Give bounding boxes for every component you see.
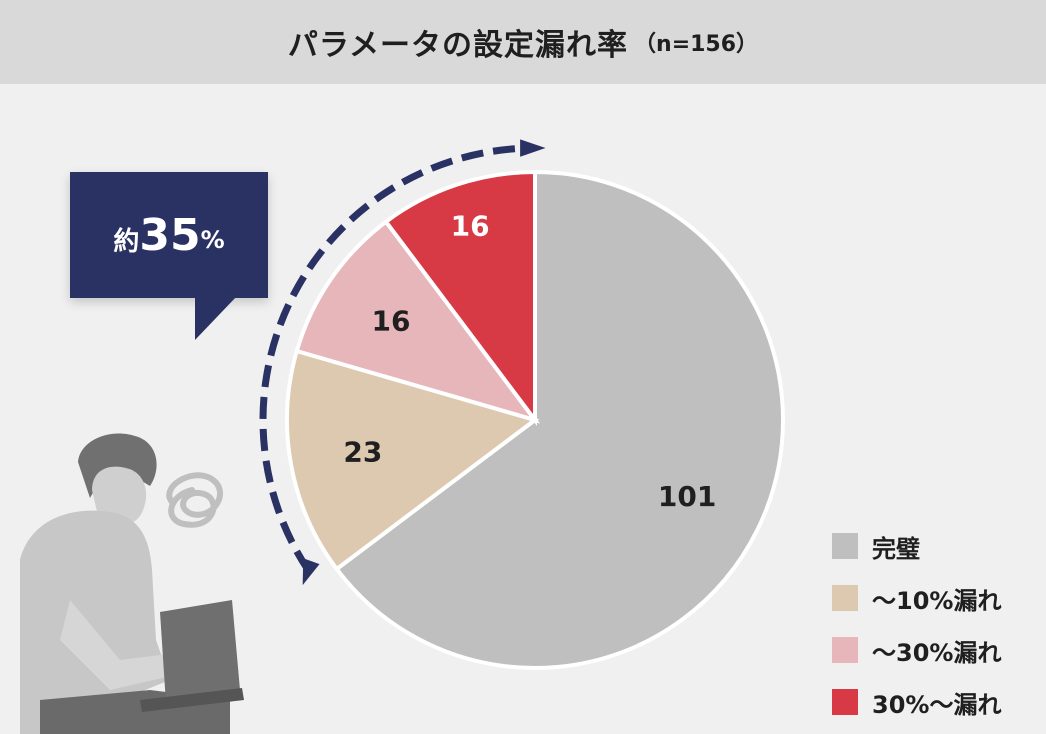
legend-swatch (832, 689, 858, 715)
callout-value: 35 (139, 209, 201, 261)
pie-slices (285, 169, 785, 670)
legend-label: 完璧 (872, 534, 920, 563)
callout-pointer (195, 296, 237, 340)
pie-data-labels: 101 23 16 16 (343, 210, 716, 513)
legend-swatch (832, 637, 858, 663)
chart-legend: 完璧 ～10%漏れ ～30%漏れ 30%～漏れ (832, 520, 1032, 728)
legend-label: 30%～漏れ (872, 690, 1002, 719)
callout-prefix: 約 (113, 226, 140, 257)
legend-item: 30%～漏れ (832, 676, 1032, 728)
pie-slice (383, 169, 537, 426)
pie-slice (294, 218, 541, 424)
arrowhead-icon (302, 558, 320, 586)
callout-unit: % (200, 226, 225, 254)
pie-data-label: 16 (371, 305, 410, 338)
legend-swatch (832, 533, 858, 559)
pie-data-label: 23 (343, 436, 382, 469)
sample-size-label: （n=156） (634, 32, 759, 57)
legend-swatch (832, 585, 858, 611)
chart-title: パラメータの設定漏れ率 (287, 28, 629, 63)
dashed-arc (259, 144, 530, 572)
person-with-laptop-illustration (20, 433, 244, 734)
legend-label: ～30%漏れ (872, 638, 1002, 667)
legend-item: ～30%漏れ (832, 624, 1032, 676)
cumulative-arrow-annotation (259, 139, 546, 586)
legend-item: ～10%漏れ (832, 572, 1032, 624)
pie-data-label: 16 (451, 210, 490, 243)
pie-data-label: 101 (658, 480, 716, 513)
confused-squiggle-icon (166, 472, 223, 528)
percentage-callout: 約 35 % (70, 172, 268, 298)
pie-slice (333, 169, 785, 670)
laptop-base (140, 688, 244, 712)
person-face (92, 466, 147, 525)
chart-header: パラメータの設定漏れ率 （n=156） (0, 0, 1046, 84)
legend-item: 完璧 (832, 520, 1032, 572)
arrowhead-icon (520, 139, 546, 157)
pie-slice (285, 348, 540, 572)
laptop-screen (160, 600, 240, 704)
legend-label: ～10%漏れ (872, 586, 1002, 615)
